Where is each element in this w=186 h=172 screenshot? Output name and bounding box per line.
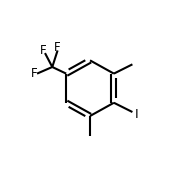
Text: I: I: [135, 108, 139, 121]
Text: F: F: [54, 41, 61, 54]
Text: F: F: [31, 67, 37, 80]
Text: F: F: [40, 44, 46, 57]
